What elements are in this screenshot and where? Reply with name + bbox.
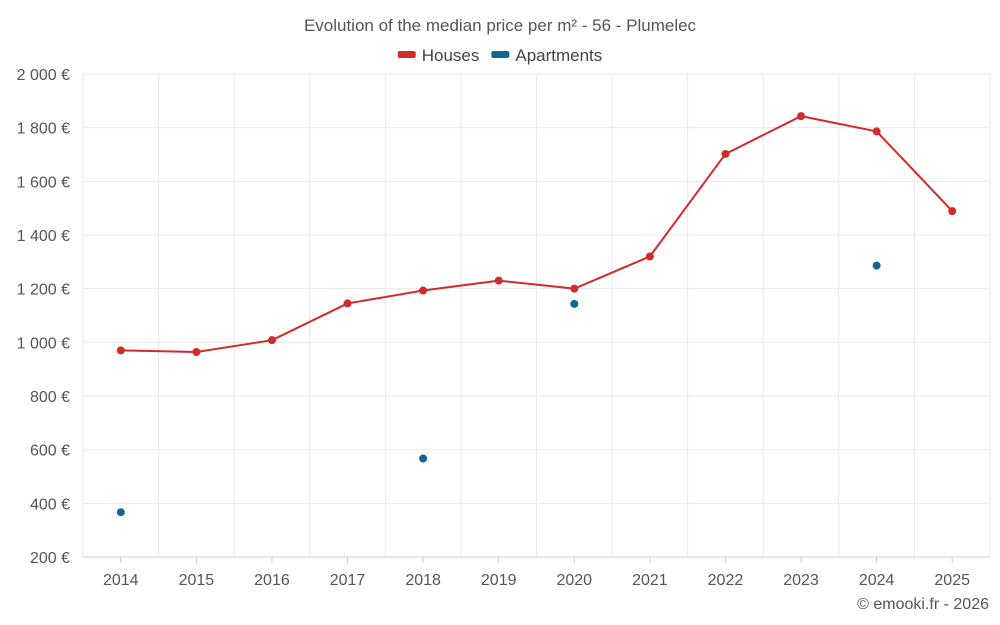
- y-tick-label: 400 €: [30, 496, 70, 513]
- x-tick-label: 2023: [783, 572, 819, 589]
- legend: Houses Apartments: [397, 46, 602, 65]
- data-point-houses: [267, 336, 276, 345]
- y-tick-label: 1 000 €: [17, 335, 70, 352]
- data-point-houses: [116, 346, 125, 355]
- x-tick-label: 2024: [859, 572, 895, 589]
- x-tick-label: 2016: [254, 572, 290, 589]
- data-point-houses: [872, 127, 881, 136]
- x-tick-label: 2017: [330, 572, 366, 589]
- data-point-apartments: [116, 508, 125, 517]
- legend-item-apartments: Apartments: [491, 46, 602, 65]
- data-point-houses: [570, 284, 579, 293]
- x-tick-label: 2022: [708, 572, 744, 589]
- x-tick-label: 2020: [556, 572, 592, 589]
- data-point-houses: [192, 347, 201, 356]
- x-tick-label: 2019: [481, 572, 517, 589]
- y-tick-label: 1 600 €: [17, 174, 70, 191]
- chart-credit: © emooki.fr - 2026: [857, 596, 989, 613]
- data-point-houses: [494, 276, 503, 285]
- legend-swatch-houses: [397, 51, 416, 58]
- y-tick-label: 800 €: [30, 389, 70, 406]
- data-point-houses: [645, 252, 654, 261]
- data-point-houses: [343, 299, 352, 308]
- y-tick-label: 1 200 €: [17, 282, 70, 299]
- series-houses: [116, 112, 957, 356]
- y-tick-label: 1 800 €: [17, 121, 70, 138]
- grid-lines: [82, 73, 991, 557]
- y-tick-label: 1 400 €: [17, 228, 70, 245]
- legend-label-apartments: Apartments: [515, 46, 602, 65]
- series-apartments: [116, 261, 881, 517]
- y-tick-label: 2 000 €: [17, 67, 70, 84]
- legend-item-houses: Houses: [397, 46, 480, 65]
- x-tick-label: 2015: [179, 572, 215, 589]
- x-tick-label: 2018: [405, 572, 441, 589]
- x-tick-label: 2014: [103, 572, 139, 589]
- series-layer: [116, 112, 957, 517]
- data-point-houses: [419, 286, 428, 295]
- data-point-houses: [797, 112, 806, 121]
- legend-label-houses: Houses: [422, 46, 480, 65]
- data-point-apartments: [419, 454, 428, 463]
- data-point-houses: [721, 149, 730, 158]
- x-tick-label: 2025: [934, 572, 970, 589]
- x-axis: 2014 2015 2016 2017 2018 2019 2020 2021 2022 2023…: [83, 556, 990, 589]
- data-point-apartments: [872, 261, 881, 270]
- chart-title: Evolution of the median price per m² - 5…: [304, 16, 697, 35]
- y-tick-label: 600 €: [30, 443, 70, 460]
- series-line-houses: [120, 115, 953, 353]
- x-tick-label: 2021: [632, 572, 668, 589]
- legend-swatch-apartments: [491, 51, 510, 58]
- data-point-apartments: [570, 299, 579, 308]
- y-axis: 200 € 400 € 600 € 800 € 1 000 € 1 200 € 1 400 …: [17, 67, 70, 567]
- y-tick-label: 200 €: [30, 550, 70, 567]
- data-point-houses: [948, 207, 957, 216]
